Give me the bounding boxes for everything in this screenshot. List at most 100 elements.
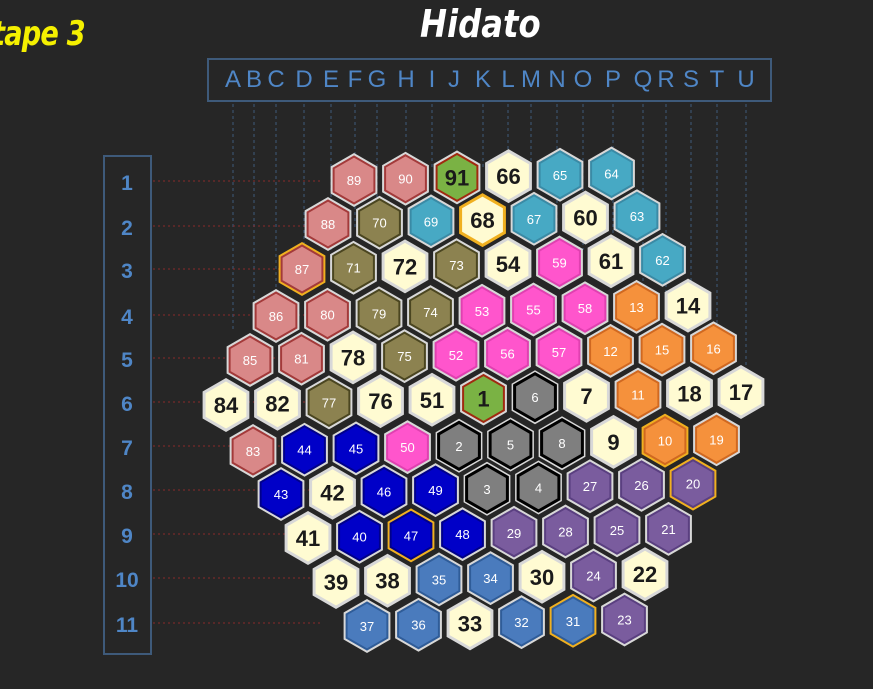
hex-cell-78[interactable]: 78 [329,330,377,385]
hex-cell-83[interactable]: 83 [229,424,277,478]
hex-cell-52[interactable]: 52 [432,327,480,382]
hex-cell-45[interactable]: 45 [332,421,380,476]
hex-cell-49[interactable]: 49 [412,463,459,518]
hex-cell-29[interactable]: 29 [490,505,538,560]
hex-cell-65[interactable]: 65 [536,147,584,202]
hex-cell-36[interactable]: 36 [395,597,442,652]
hex-cell-41[interactable]: 41 [284,511,332,565]
hex-cell-70[interactable]: 70 [356,195,403,250]
hex-cell-30[interactable]: 30 [518,549,566,604]
hex-cell-90[interactable]: 90 [382,151,429,206]
hex-number: 44 [297,443,311,458]
column-label-C: C [267,66,285,93]
hex-cell-21[interactable]: 21 [645,501,692,556]
hex-cell-62[interactable]: 62 [639,232,686,287]
hex-cell-26[interactable]: 26 [618,457,665,512]
hex-cell-25[interactable]: 25 [593,503,641,558]
row-label-10: 10 [115,569,139,592]
hex-number: 49 [428,483,442,498]
hex-cell-5[interactable]: 5 [487,417,534,472]
hex-cell-19[interactable]: 19 [693,412,740,467]
hex-cell-57[interactable]: 57 [535,325,583,380]
hex-cell-69[interactable]: 69 [407,194,455,249]
column-label-F: F [347,66,363,93]
hex-cell-59[interactable]: 59 [536,235,583,290]
hex-cell-72[interactable]: 72 [381,239,429,294]
hex-cell-37[interactable]: 37 [343,599,391,653]
hex-cell-23[interactable]: 23 [601,592,648,647]
hex-cell-31[interactable]: 31 [549,593,597,648]
hex-cell-12[interactable]: 12 [587,323,634,378]
hex-cell-89[interactable]: 89 [330,153,378,207]
hex-cell-55[interactable]: 55 [510,282,557,337]
hex-cell-8[interactable]: 8 [538,416,586,471]
hex-cell-51[interactable]: 51 [408,372,456,427]
hex-cell-35[interactable]: 35 [415,552,463,607]
hex-cell-14[interactable]: 14 [664,278,712,333]
hex-cell-80[interactable]: 80 [304,287,351,342]
hex-cell-17[interactable]: 17 [717,365,765,419]
hex-cell-44[interactable]: 44 [281,422,328,477]
hex-number: 13 [629,300,643,315]
hex-cell-79[interactable]: 79 [355,286,403,341]
hex-cell-86[interactable]: 86 [252,289,300,343]
hex-number: 41 [296,526,320,551]
hex-cell-64[interactable]: 64 [588,146,635,201]
hex-cell-16[interactable]: 16 [690,321,737,376]
hex-cell-54[interactable]: 54 [484,236,532,291]
hex-cell-87[interactable]: 87 [278,242,326,296]
hex-cell-66[interactable]: 66 [485,149,532,204]
hex-cell-10[interactable]: 10 [641,413,689,468]
hex-cell-61[interactable]: 61 [587,234,635,289]
hex-cell-74[interactable]: 74 [407,285,454,340]
hex-cell-32[interactable]: 32 [498,595,545,650]
hex-cell-1[interactable]: 1 [460,371,507,426]
hex-cell-48[interactable]: 48 [439,507,486,562]
hex-cell-77[interactable]: 77 [305,375,353,430]
hex-cell-84[interactable]: 84 [202,378,250,432]
hex-cell-13[interactable]: 13 [613,279,660,334]
hex-cell-73[interactable]: 73 [433,238,480,293]
hex-cell-27[interactable]: 27 [566,459,614,514]
hex-cell-7[interactable]: 7 [563,368,610,423]
hex-cell-2[interactable]: 2 [435,418,483,473]
hex-cell-9[interactable]: 9 [590,414,637,469]
column-label-H: H [397,66,415,93]
hex-cell-24[interactable]: 24 [570,548,617,603]
hex-cell-76[interactable]: 76 [357,374,404,429]
hex-cell-56[interactable]: 56 [484,326,531,381]
hex-cell-6[interactable]: 6 [511,370,559,425]
hex-cell-81[interactable]: 81 [278,331,325,386]
hex-cell-67[interactable]: 67 [510,191,558,246]
hex-cell-60[interactable]: 60 [562,190,609,245]
hex-cell-34[interactable]: 34 [467,551,514,606]
hex-cell-71[interactable]: 71 [330,240,377,295]
hex-cell-53[interactable]: 53 [458,283,506,338]
hex-number: 53 [475,304,489,319]
hex-cell-3[interactable]: 3 [463,461,511,516]
hex-cell-39[interactable]: 39 [312,555,360,609]
hex-cell-20[interactable]: 20 [669,456,717,511]
hex-cell-18[interactable]: 18 [666,366,713,421]
hex-cell-75[interactable]: 75 [381,329,428,384]
hex-cell-40[interactable]: 40 [336,509,383,564]
hex-cell-28[interactable]: 28 [542,504,589,559]
hex-cell-68[interactable]: 68 [459,193,506,248]
hex-cell-63[interactable]: 63 [613,189,661,244]
hex-cell-4[interactable]: 4 [515,460,562,515]
hex-cell-85[interactable]: 85 [226,333,274,387]
hex-cell-47[interactable]: 47 [387,508,435,563]
hex-cell-88[interactable]: 88 [304,197,352,251]
hex-cell-82[interactable]: 82 [254,376,301,431]
hex-cell-91[interactable]: 91 [433,150,481,205]
hex-cell-38[interactable]: 38 [364,553,411,608]
hex-cell-50[interactable]: 50 [384,420,431,475]
hex-cell-33[interactable]: 33 [446,596,494,651]
hex-cell-15[interactable]: 15 [638,322,686,377]
hex-cell-46[interactable]: 46 [360,464,408,519]
hex-cell-43[interactable]: 43 [257,467,305,521]
hex-cell-22[interactable]: 22 [621,547,669,602]
hex-cell-11[interactable]: 11 [614,367,662,422]
hex-cell-58[interactable]: 58 [561,281,609,336]
hex-cell-42[interactable]: 42 [309,465,356,520]
